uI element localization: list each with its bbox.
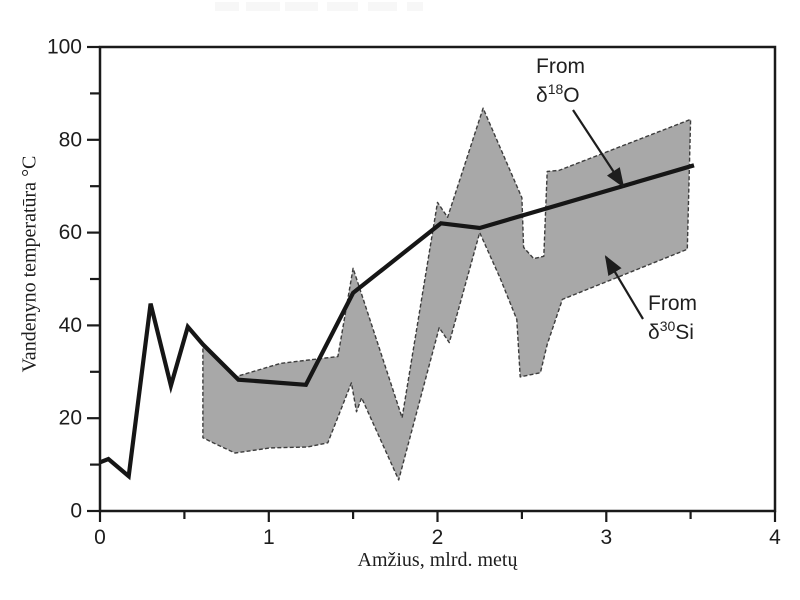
y-tick-label: 60	[59, 221, 82, 244]
x-tick-label: 1	[263, 526, 275, 549]
annotation-from-d30si-line1: From	[648, 292, 697, 315]
band-region-d30si	[202, 107, 692, 481]
y-tick-label: 40	[59, 314, 82, 337]
x-tick-label: 0	[94, 526, 106, 549]
annotation-from-d30si-line2: δ30Si	[648, 318, 694, 344]
y-tick-label: 100	[47, 36, 82, 59]
faded-title-artifact	[327, 2, 358, 11]
x-tick-label: 4	[769, 526, 781, 549]
faded-title-artifact	[246, 2, 280, 11]
annotation-from-d18o: From δ18O	[536, 52, 585, 110]
faded-title-artifact	[407, 2, 423, 11]
faded-title-artifact	[285, 2, 318, 11]
annotation-from-d18o-line1: From	[536, 55, 585, 78]
annotation-arrow-d30si	[604, 255, 644, 320]
x-tick-label: 3	[600, 526, 612, 549]
annotation-arrow-d18o	[572, 109, 625, 188]
x-axis-title: Amžius, mlrd. metų	[357, 549, 518, 571]
y-tick-label: 20	[59, 407, 82, 430]
y-tick-label: 80	[59, 128, 82, 151]
y-axis-title: Vandenyno temperatūra °C	[18, 155, 41, 373]
y-tick-label: 0	[70, 500, 82, 523]
faded-title-artifact	[368, 2, 397, 11]
faded-title-artifact	[215, 2, 239, 11]
temperature-line-d18o	[99, 163, 695, 481]
annotation-from-d30si: From δ30Si	[648, 289, 697, 347]
annotation-from-d18o-line2: δ18O	[536, 81, 580, 107]
x-tick-label: 2	[432, 526, 444, 549]
